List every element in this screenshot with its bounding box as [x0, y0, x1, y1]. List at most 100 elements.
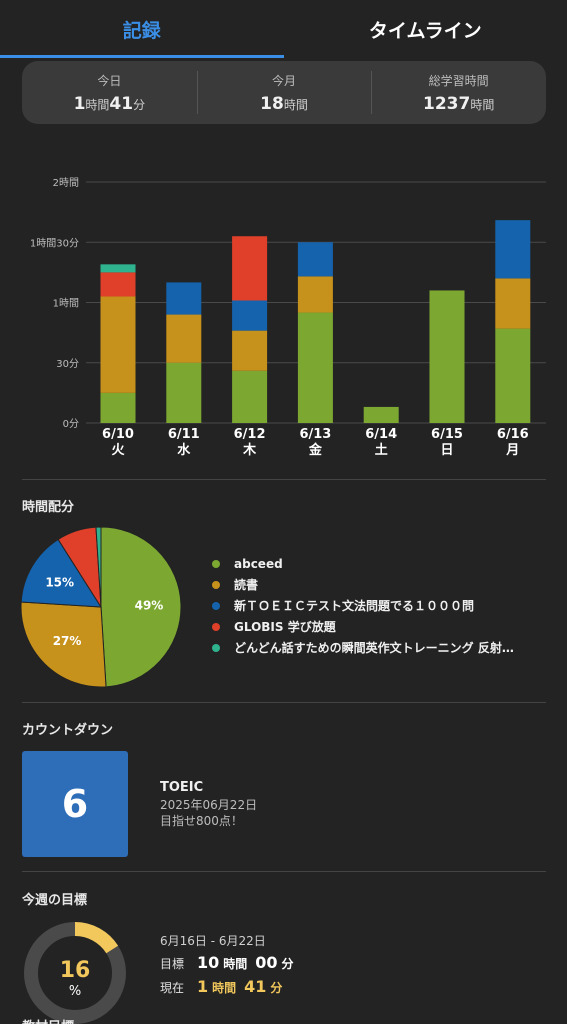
bar-segment[interactable] — [429, 290, 465, 423]
goal-current-minutes: 41 — [244, 977, 267, 996]
summary-card: 今日 1時間41分 今月 18時間 総学習時間 1237時間 — [22, 61, 546, 124]
x-tick-date: 6/13 — [299, 427, 331, 442]
pie-slice-label: 49% — [135, 598, 164, 612]
legend-item[interactable]: 読書 — [212, 574, 552, 595]
x-tick-date: 6/16 — [497, 427, 529, 442]
bar-segment[interactable] — [166, 362, 202, 423]
today-hours-unit: 時間 — [85, 97, 110, 112]
summary-today-value: 1時間41分 — [74, 94, 146, 114]
tab-timeline[interactable]: タイムライン — [368, 19, 482, 42]
countdown-event-date: 2025年06月22日 — [160, 798, 258, 812]
distribution-legend: abceed 読書新ＴＯＥＩＣテスト文法問題でる１０００問 GLOBIS 学び放題ど… — [212, 553, 552, 658]
summary-total-value: 1237時間 — [423, 94, 494, 114]
bar-segment[interactable] — [495, 328, 531, 423]
bar-segment[interactable] — [232, 300, 268, 331]
today-minutes-unit: 分 — [133, 97, 146, 112]
x-tick-date: 6/12 — [234, 427, 266, 442]
legend-label: GLOBIS 学び放題 — [234, 620, 336, 634]
x-tick-day: 土 — [375, 442, 388, 458]
today-hours: 1 — [73, 93, 86, 114]
x-tick-date: 6/11 — [168, 427, 200, 442]
pie-slice-label: 15% — [45, 576, 74, 590]
tab-bar: 記録 タイムライン — [0, 0, 567, 58]
x-tick-day: 月 — [505, 443, 519, 458]
legend-item[interactable]: GLOBIS 学び放題 — [212, 616, 552, 637]
total-hours-unit: 時間 — [470, 97, 495, 112]
goal-target-minutes-unit: 分 — [281, 957, 294, 971]
legend-label: abceed — [234, 556, 283, 571]
x-tick-day: 日 — [440, 443, 453, 458]
bar-segment[interactable] — [232, 236, 268, 301]
bar-segment[interactable] — [100, 264, 136, 273]
daily-study-chart: 0分 30分 1時間 1時間30分 2時間 6/10火 6/11水 6/12木 6/13金 6/1… — [30, 177, 546, 458]
x-tick-day: 木 — [242, 442, 257, 458]
bar-segment[interactable] — [100, 296, 136, 393]
goal-current-hours: 1 — [197, 977, 209, 996]
goal-target-minutes: 00 — [255, 953, 278, 972]
legend-color-dot — [212, 622, 220, 631]
countdown-event-name: TOEIC — [160, 780, 204, 795]
divider — [22, 479, 546, 480]
bar-segment[interactable] — [363, 406, 399, 423]
pie-slice-label: 27% — [53, 634, 82, 648]
countdown-info[interactable]: TOEIC 2025年06月22日 目指せ800点！ — [160, 780, 257, 829]
bar-segment[interactable] — [495, 278, 531, 329]
legend-label: 新ＴＯＥＩＣテスト文法問題でる１０００問 — [234, 599, 475, 613]
divider — [22, 871, 546, 872]
pie-slice[interactable] — [20, 601, 107, 688]
y-tick-label: 30分 — [56, 358, 79, 370]
material-goal-title: 教材目標 — [22, 1016, 74, 1024]
total-hours: 1237 — [423, 93, 471, 114]
x-tick-date: 6/15 — [431, 427, 463, 442]
goal-date-range: 6月16日 - 6月22日 — [160, 934, 266, 948]
summary-today-label: 今日 — [97, 73, 122, 88]
bar-segment[interactable] — [166, 282, 202, 315]
goal-target-hours: 10 — [197, 953, 220, 972]
divider — [22, 702, 546, 703]
month-hours-unit: 時間 — [283, 97, 308, 112]
legend-label: 読書 — [234, 578, 259, 592]
x-tick-day: 水 — [177, 442, 191, 458]
legend-color-dot — [212, 559, 220, 568]
legend-item[interactable]: どんどん話すための瞬間英作文トレーニング 反射… — [212, 637, 552, 658]
x-tick-date: 6/14 — [365, 427, 397, 442]
y-tick-label: 0分 — [63, 418, 79, 430]
pie-slice[interactable] — [100, 526, 182, 688]
distribution-pie-chart: 49% 27% 15% — [20, 526, 182, 688]
summary-month: 今月 18時間 — [196, 61, 372, 124]
goal-target-row: 目標 10 時間 00 分 — [160, 953, 302, 977]
pie-slice[interactable] — [95, 526, 102, 608]
countdown-days-box[interactable]: 6 — [22, 751, 128, 857]
countdown-event-note: 目指せ800点！ — [160, 814, 243, 828]
bar-segment[interactable] — [100, 392, 136, 423]
goal-target-hours-unit: 時間 — [223, 957, 248, 971]
summary-month-label: 今月 — [272, 73, 297, 88]
x-tick-date: 6/10 — [102, 427, 134, 442]
bar-segment[interactable] — [297, 312, 333, 423]
bar-segment[interactable] — [297, 242, 333, 277]
bar-segment[interactable] — [166, 314, 202, 363]
bar-segment[interactable] — [100, 272, 136, 297]
y-tick-label: 1時間30分 — [30, 237, 79, 249]
weekly-goal-info[interactable]: 6月16日 - 6月22日 目標 10 時間 00 分 現在 1 時間 41 分 — [160, 932, 302, 1001]
legend-item[interactable]: 新ＴＯＥＩＣテスト文法問題でる１０００問 — [212, 595, 552, 616]
legend-color-dot — [212, 643, 220, 652]
y-tick-label: 2時間 — [53, 177, 79, 189]
goal-current-minutes-unit: 分 — [270, 981, 283, 995]
bar-segment[interactable] — [232, 370, 268, 423]
bar-segment[interactable] — [495, 220, 531, 279]
ring-fill — [24, 922, 126, 1024]
legend-color-dot — [212, 580, 220, 589]
tab-records[interactable]: 記録 — [0, 0, 284, 58]
distribution-title: 時間配分 — [22, 500, 75, 515]
legend-item[interactable]: abceed — [212, 553, 552, 574]
bar-segment[interactable] — [297, 276, 333, 313]
bar-segment[interactable] — [232, 330, 268, 371]
legend-color-dot — [212, 601, 220, 610]
x-tick-day: 火 — [111, 443, 125, 458]
pie-slice[interactable] — [20, 538, 102, 608]
legend-label: どんどん話すための瞬間英作文トレーニング 反射… — [234, 641, 514, 655]
month-hours: 18 — [260, 93, 284, 114]
goal-percent-value: 16 — [60, 958, 91, 983]
x-tick-day: 金 — [308, 442, 323, 458]
